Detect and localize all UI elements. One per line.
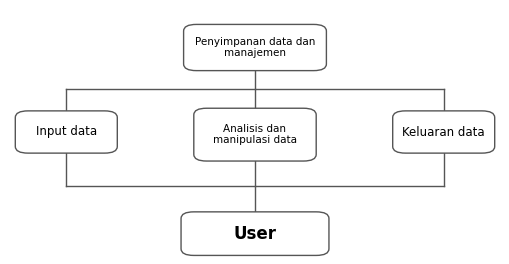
Text: Keluaran data: Keluaran data — [402, 125, 484, 139]
FancyBboxPatch shape — [193, 108, 316, 161]
Text: User: User — [233, 225, 276, 243]
Text: Input data: Input data — [36, 125, 97, 139]
FancyBboxPatch shape — [15, 111, 117, 153]
Text: Analisis dan
manipulasi data: Analisis dan manipulasi data — [213, 124, 296, 145]
FancyBboxPatch shape — [392, 111, 494, 153]
FancyBboxPatch shape — [181, 212, 328, 256]
Text: Penyimpanan data dan
manajemen: Penyimpanan data dan manajemen — [194, 37, 315, 58]
FancyBboxPatch shape — [183, 25, 326, 70]
